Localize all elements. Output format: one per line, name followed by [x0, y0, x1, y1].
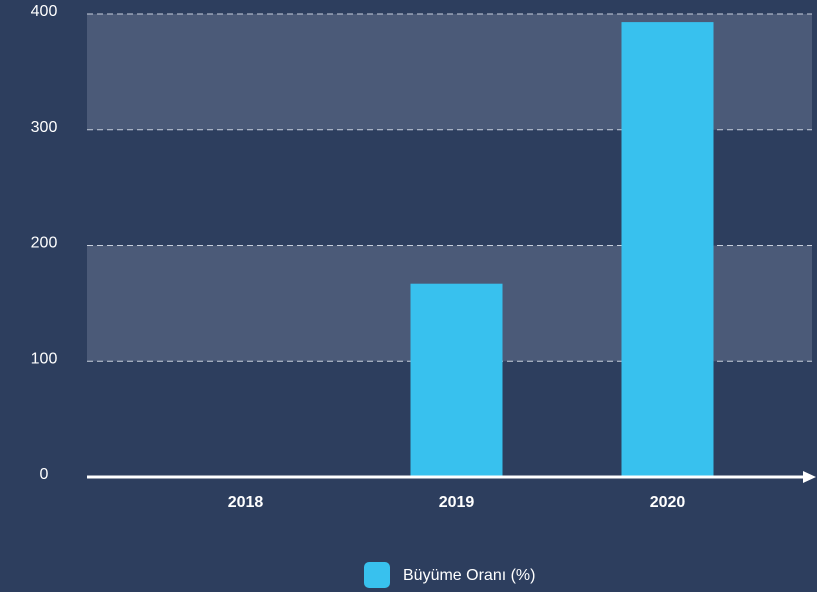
bar	[410, 283, 503, 477]
legend-label: Büyüme Oranı (%)	[403, 567, 535, 584]
y-tick-label: 0	[40, 466, 49, 483]
x-tick-label: 2020	[650, 494, 686, 511]
bar	[621, 22, 714, 477]
x-tick-label: 2018	[228, 494, 264, 511]
y-tick-label: 400	[31, 3, 58, 20]
y-tick-label: 100	[31, 350, 58, 367]
legend-swatch	[364, 562, 390, 588]
axis-arrow	[803, 471, 816, 483]
x-tick-label: 2019	[439, 494, 475, 511]
y-tick-label: 300	[31, 119, 58, 136]
y-tick-label: 200	[31, 235, 58, 252]
